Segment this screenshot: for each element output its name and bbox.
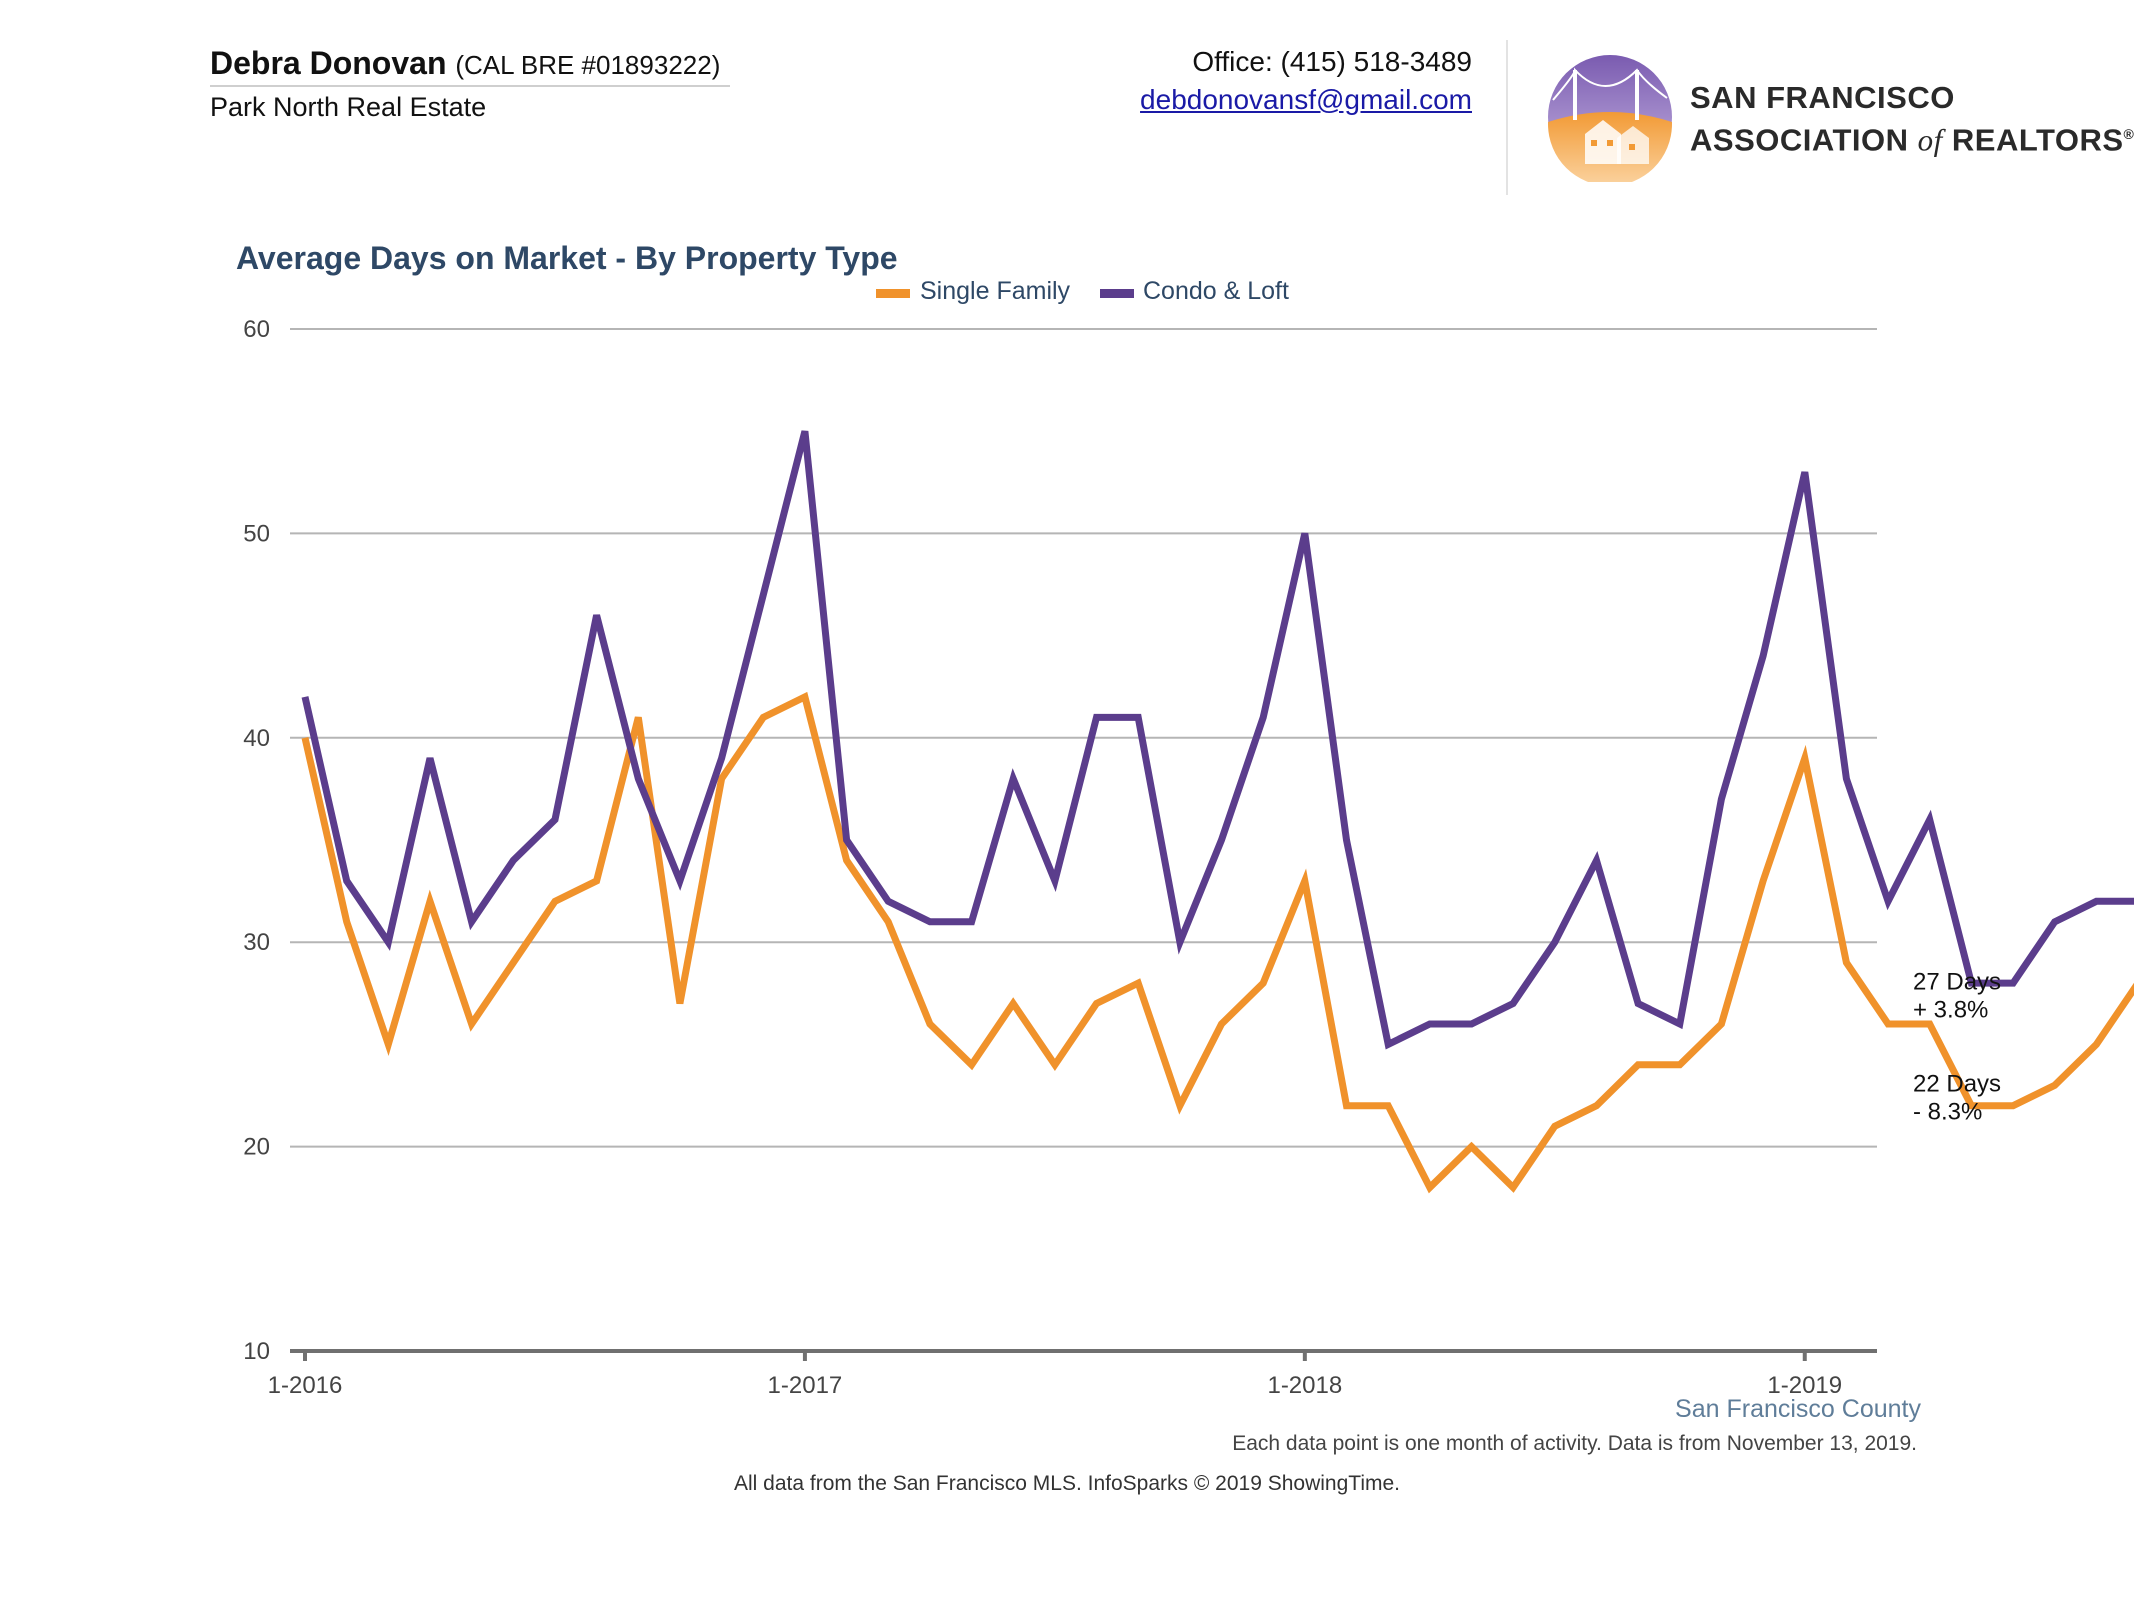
legend: Single Family Condo & Loft (876, 277, 1289, 305)
logo-association: Association (1690, 122, 1909, 158)
office-phone: Office: (415) 518-3489 (1192, 46, 1472, 77)
end-labels: 27 Days+ 3.8% 22 Days- 8.3% (1913, 969, 2001, 1126)
logo-line-1: San Francisco (1690, 80, 1955, 115)
region-label: San Francisco County (1675, 1395, 1921, 1423)
source-line: All data from the San Francisco MLS. Inf… (733, 1472, 1400, 1495)
agent-name-line: Debra Donovan (CAL BRE #01893222) (210, 45, 720, 82)
x-tick-label: 1-2018 (1267, 1372, 1342, 1399)
logo-realtors: Realtors (1951, 122, 2124, 158)
agent-name: Debra Donovan (210, 45, 447, 81)
logo-registered: ® (2123, 126, 2134, 142)
report-header: Debra Donovan (CAL BRE #01893222) Park N… (0, 0, 2134, 210)
name-divider (210, 85, 730, 87)
email-link[interactable]: debdonovansf@gmail.com (1140, 84, 1472, 115)
legend-label: Condo & Loft (1143, 277, 1289, 305)
end-label-value: 27 Days (1913, 969, 2001, 996)
x-axis: 1-2016 1-2017 1-2018 1-2019 (268, 1349, 1877, 1399)
end-label-value: 22 Days (1913, 1071, 2001, 1098)
end-label-change: - 8.3% (1913, 1099, 1982, 1126)
header-divider (1506, 40, 1508, 195)
sfar-logo-icon (1548, 55, 1672, 182)
agent-license: (CAL BRE #01893222) (455, 50, 721, 80)
y-tick-label: 10 (243, 1338, 270, 1365)
x-tick-label: 1-2019 (1767, 1372, 1842, 1399)
y-tick-label: 40 (243, 725, 270, 752)
legend-label: Single Family (920, 277, 1071, 305)
legend-swatch (876, 289, 910, 298)
series-line-single-family (301, 691, 2134, 1194)
end-label-change: + 3.8% (1913, 997, 1988, 1024)
y-axis-ticks: 10 20 30 40 50 60 (243, 316, 270, 1365)
sfar-logo-text: San Francisco Association of Realtors® (1690, 80, 2134, 158)
legend-swatch (1100, 289, 1134, 298)
y-gridlines (290, 328, 1877, 1148)
logo-line-2: Association of Realtors® (1690, 116, 2134, 158)
y-tick-label: 60 (243, 316, 270, 343)
logo-of: of (1917, 122, 1943, 158)
y-tick-label: 30 (243, 929, 270, 956)
series-lines (301, 430, 2134, 1194)
y-tick-label: 50 (243, 520, 270, 547)
series-line-condo-loft (301, 430, 2134, 1050)
x-tick-label: 1-2017 (768, 1372, 843, 1399)
data-note: Each data point is one month of activity… (1232, 1432, 1917, 1455)
company-name: Park North Real Estate (210, 92, 487, 122)
x-tick-label: 1-2016 (268, 1372, 343, 1399)
y-tick-label: 20 (243, 1134, 270, 1161)
chart-title: Average Days on Market - By Property Typ… (236, 240, 898, 276)
